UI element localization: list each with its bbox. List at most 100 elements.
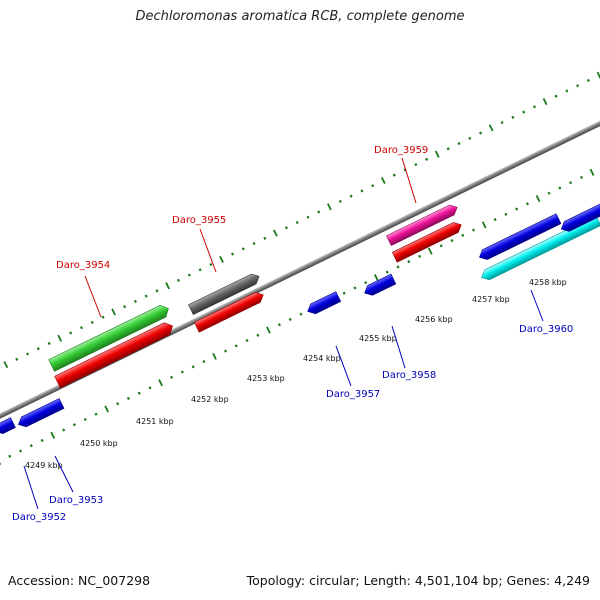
gene-daro-3960-shape [481,215,600,281]
minor-tick [202,360,206,364]
minor-tick [479,131,483,135]
minor-tick [191,365,195,369]
major-tick [273,229,278,237]
minor-tick [170,375,174,379]
minor-tick [198,268,202,272]
scale-label: 4252 kbp [191,395,229,404]
gene-daro-3960-cds [479,213,562,260]
gene-daro-3959-cds-shape [391,222,462,263]
minor-tick [155,289,159,293]
gene-daro-3954-cds-shape [54,322,173,389]
minor-tick [360,189,364,193]
scale-label: 4255 kbp [359,334,397,343]
minor-tick [180,370,184,374]
minor-tick [144,294,148,298]
gene-daro-3957 [307,291,342,315]
minor-tick [364,281,368,285]
minor-tick [29,444,33,448]
minor-tick [306,215,310,219]
minor-tick [209,263,213,267]
minor-tick [101,315,105,319]
minor-tick [223,349,227,353]
minor-tick [299,312,303,316]
minor-tick [342,291,346,295]
minor-tick [123,305,127,309]
minor-tick [133,299,137,303]
minor-tick [317,210,321,214]
minor-tick [558,186,562,190]
major-tick [488,124,494,132]
minor-tick [230,252,234,256]
minor-tick [79,326,84,330]
minor-tick [62,428,66,432]
gene-daro-3952-shape [0,417,16,435]
minor-tick [353,286,357,290]
gene-label: Daro_3953 [49,495,103,506]
leader-line [23,465,39,510]
minor-tick [234,344,238,348]
leader-line [84,275,102,318]
gene-label: Daro_3958 [382,370,436,381]
minor-tick [148,386,152,390]
gene-label: Daro_3954 [56,260,110,271]
gene-daro-3953 [18,398,65,428]
major-tick [57,334,63,342]
leader-line [401,157,417,204]
major-tick [3,361,9,369]
gene-daro-3958-shape [364,273,397,296]
scale-label: 4256 kbp [415,315,453,324]
minor-tick [396,265,400,269]
minor-tick [407,260,411,264]
gene-label: Daro_3959 [374,145,428,156]
minor-tick [245,338,249,343]
gene-label: Daro_3957 [326,389,380,400]
minor-tick [137,391,141,395]
minor-tick [418,254,422,258]
major-tick [427,247,433,255]
major-tick [219,255,224,263]
major-tick [373,273,379,282]
gene-daro-3955-shape [188,273,260,316]
minor-tick [504,212,508,216]
minor-tick [19,449,23,453]
gene-daro-3961-shape [560,203,600,232]
minor-tick [126,396,130,400]
minor-tick [511,115,515,119]
minor-tick [349,194,353,198]
minor-tick [385,270,389,274]
minor-tick [36,347,40,351]
major-tick [596,71,600,79]
minor-tick [241,247,245,251]
scale-label: 4250 kbp [80,439,118,448]
gene-daro-3955-cds [193,292,264,333]
gene-daro-3960-cds-shape [479,213,562,260]
minor-tick [277,323,281,327]
minor-tick [252,241,256,246]
gene-daro-3955 [188,273,260,316]
genome-summary-text: Topology: circular; Length: 4,501,104 bp… [246,573,590,588]
minor-tick [26,352,30,356]
minor-tick [263,236,267,240]
minor-tick [565,89,569,93]
gene-label: Daro_3960 [519,324,573,335]
major-tick [111,308,117,316]
leader-line [335,345,352,387]
gene-daro-3957-shape [307,291,342,315]
minor-tick [69,331,73,335]
leader-line [391,325,406,369]
leader-line [199,228,217,273]
minor-tick [284,226,288,230]
minor-tick [116,402,120,406]
minor-tick [90,320,94,324]
gene-label: Daro_3952 [12,512,66,523]
minor-tick [8,454,12,458]
gene-daro-3959-shape [386,204,458,247]
gene-daro-3958 [364,273,397,296]
minor-tick [94,412,98,416]
minor-tick [47,341,51,346]
scale-label: 4251 kbp [136,417,174,426]
gene-daro-3955-cds-shape [193,292,264,333]
major-tick [50,431,56,439]
minor-tick [72,423,77,427]
